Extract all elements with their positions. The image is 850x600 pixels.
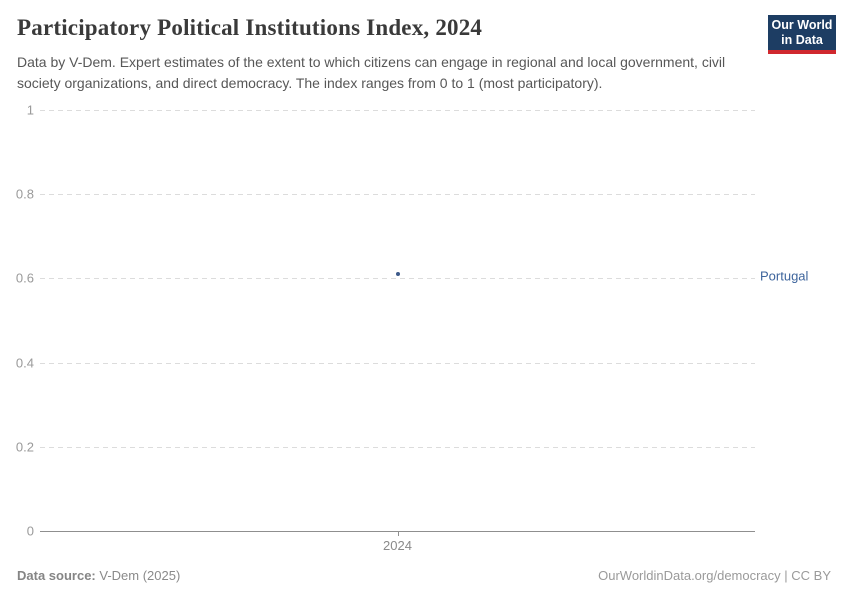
owid-logo-line2: in Data: [781, 33, 823, 47]
owid-logo-line1: Our World: [771, 18, 833, 32]
data-source-value: V-Dem (2025): [95, 568, 181, 583]
data-source-note: Data source: V-Dem (2025): [17, 568, 180, 583]
y-axis-tick-label: 0.6: [15, 270, 34, 286]
y-gridline: [40, 194, 755, 196]
data-point-portugal[interactable]: [395, 272, 400, 277]
x-axis-tick: [397, 531, 399, 536]
y-gridline: [40, 110, 755, 111]
y-gridline: [40, 278, 755, 280]
license-link[interactable]: OurWorldinData.org/democracy | CC BY: [598, 568, 831, 583]
y-gridline: [40, 446, 755, 448]
data-source-label: Data source:: [17, 568, 96, 583]
entity-label-portugal[interactable]: Portugal: [760, 268, 809, 284]
y-gridline: [40, 362, 755, 364]
y-axis-tick-label: 0.4: [15, 355, 34, 371]
y-axis-tick-label: 1: [26, 102, 34, 118]
y-axis-tick-label: 0.2: [15, 439, 34, 455]
page-title: Participatory Political Institutions Ind…: [17, 15, 483, 40]
chart-subtitle: Data by V-Dem. Expert estimates of the e…: [17, 54, 726, 91]
owid-logo[interactable]: Our World in Data: [768, 15, 836, 54]
chart-footer: Data source: V-Dem (2025) OurWorldinData…: [17, 568, 831, 583]
x-axis-tick-label: 2024: [383, 538, 412, 553]
y-axis-tick-label: 0: [26, 523, 34, 539]
y-axis-tick-label: 0.8: [15, 186, 34, 202]
